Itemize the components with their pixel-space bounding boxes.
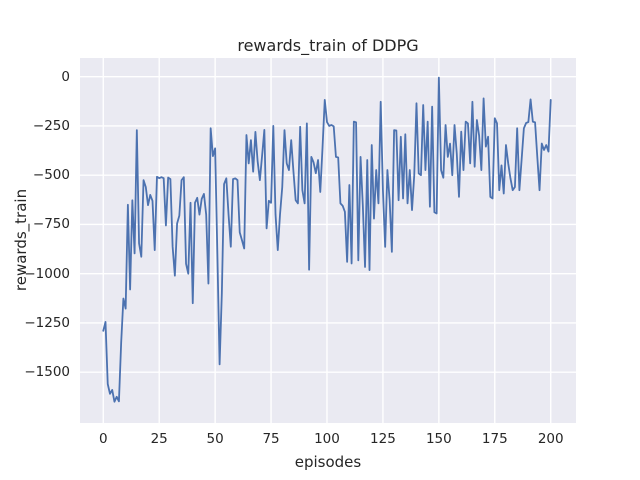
y-tick-label: −750 xyxy=(32,216,70,233)
x-tick-label: 175 xyxy=(481,431,508,447)
y-tick-label: −500 xyxy=(32,167,70,184)
y-axis-label-text: rewards_train xyxy=(12,188,30,292)
data-line-rewards_train xyxy=(102,76,552,403)
y-tick-label: −1500 xyxy=(24,364,70,381)
line-chart-svg xyxy=(80,58,576,423)
x-axis-label: episodes xyxy=(294,453,362,471)
x-tick-label: 25 xyxy=(150,431,168,447)
y-tick-label: −1000 xyxy=(24,265,70,282)
chart-title: rewards_train of DDPG xyxy=(237,36,419,55)
y-tick-label: −1250 xyxy=(24,314,70,331)
y-tick-label: −250 xyxy=(32,117,70,134)
x-tick-label: 150 xyxy=(425,431,452,447)
x-tick-label: 50 xyxy=(206,431,224,447)
x-tick-label: 100 xyxy=(314,431,340,447)
y-tick-label: 0 xyxy=(61,68,70,85)
x-tick-label: 75 xyxy=(262,431,280,447)
x-tick-label: 125 xyxy=(370,431,396,447)
x-tick-label: 0 xyxy=(98,431,108,447)
plot-area xyxy=(80,58,576,423)
x-tick-label: 200 xyxy=(537,431,564,447)
